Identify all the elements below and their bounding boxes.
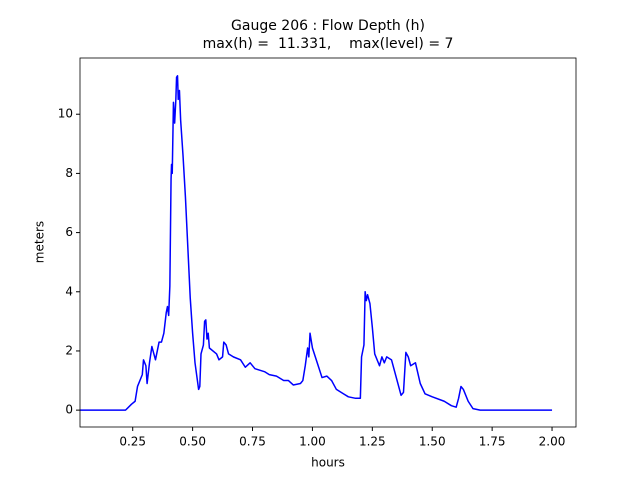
y-tick-label: 6 [65, 225, 73, 239]
x-axis-label: hours [311, 456, 345, 470]
x-tick-label: 2.00 [539, 435, 566, 449]
x-tick-label: 1.75 [479, 435, 506, 449]
y-tick-label: 10 [58, 107, 73, 121]
y-tick-label: 8 [65, 166, 73, 180]
chart-title: Gauge 206 : Flow Depth (h) [231, 18, 425, 34]
x-tick-label: 0.25 [119, 435, 146, 449]
y-tick-label: 2 [65, 343, 73, 357]
x-tick-label: 1.25 [359, 435, 386, 449]
chart-subtitle: max(h) = 11.331, max(level) = 7 [203, 36, 454, 52]
x-tick-label: 0.75 [239, 435, 266, 449]
y-axis-label: meters [33, 221, 47, 263]
x-tick-label: 0.50 [179, 435, 206, 449]
y-tick-label: 4 [65, 284, 73, 298]
x-tick-label: 1.00 [299, 435, 326, 449]
plot-frame [79, 57, 577, 428]
data-line [80, 75, 553, 411]
x-tick-label: 1.50 [419, 435, 446, 449]
y-tick-label: 0 [65, 403, 73, 417]
